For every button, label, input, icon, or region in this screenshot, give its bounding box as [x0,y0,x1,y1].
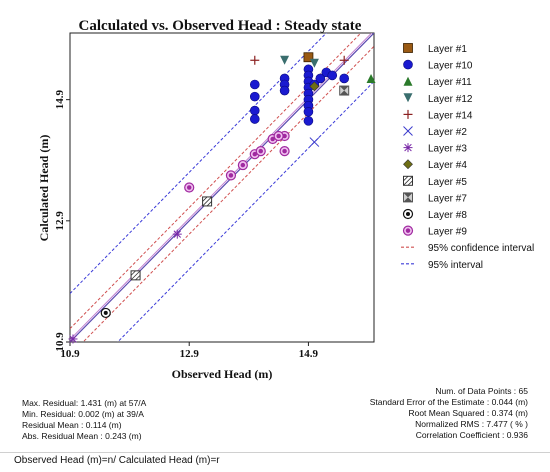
legend-label: Layer #8 [428,210,467,221]
legend-label: 95% confidence interval [428,243,534,254]
legend-label: 95% interval [428,260,483,271]
status-bar: Observed Head (m)=n/ Calculated Head (m)… [0,452,550,472]
data-point [100,307,111,319]
legend-item: Layer #7 [403,192,467,204]
data-point [68,334,78,344]
legend-item: Layer #9 [402,225,467,238]
legend-label: Layer #12 [428,94,473,105]
y-axis-label: Calculated Head (m) [37,135,51,242]
y-tick-label: 12.9 [54,211,66,231]
legend-item: Layer #5 [403,175,467,188]
data-point [280,55,290,65]
legend-item: Layer #14 [403,109,473,121]
legend: Layer #1 Layer #10 Layer #11 Layer #12 Layer… [401,43,534,271]
data-point [249,79,260,90]
stat-rms: Root Mean Squared : 0.374 (m) [408,408,528,418]
data-point [339,85,350,96]
status-readout: Observed Head (m)=n/ Calculated Head (m)… [14,455,220,466]
stat-max-residual: Max. Residual: 1.431 (m) at 57/A [22,398,147,408]
data-point [303,52,314,63]
legend-label: Layer #7 [428,193,467,204]
legend-item: Layer #3 [403,143,467,155]
data-point [315,73,326,84]
interval-upper-line [70,33,328,295]
stat-correlation: Correlation Coefficient : 0.936 [415,430,528,440]
legend-item: 95% interval [401,260,483,271]
data-point [279,85,290,96]
data-point [303,116,314,126]
stat-std-error: Standard Error of the Estimate : 0.044 (… [369,397,528,407]
data-point [309,81,320,92]
legend-label: Layer #3 [428,144,467,155]
legend-label: Layer #11 [428,77,472,88]
x-axis-label: Observed Head (m) [172,367,273,381]
stat-normalized-rms: Normalized RMS : 7.477 ( % ) [415,419,528,429]
legend-item: Layer #8 [402,208,467,221]
legend-label: Layer #5 [428,177,467,188]
data-point [255,146,266,157]
data-point [249,114,260,124]
data-point [249,105,260,116]
data-point [237,159,248,171]
data-point [249,91,260,102]
data-point [202,196,213,207]
legend-item: Layer #10 [403,59,473,72]
confidence-lower-line [82,45,374,342]
data-point [250,55,260,65]
one-to-one-line [70,33,374,342]
data-point [130,270,141,281]
stat-residual-mean: Residual Mean : 0.114 (m) [22,420,122,430]
data-point [279,146,290,157]
data-point [366,73,376,83]
legend-item: Layer #11 [403,76,472,88]
legend-label: Layer #14 [428,110,473,121]
data-point [172,229,182,239]
x-tick-label: 14.9 [299,348,319,360]
legend-label: Layer #10 [428,61,473,72]
legend-item: Layer #1 [403,43,467,55]
confidence-upper-line [70,33,362,330]
x-tick-label: 12.9 [180,348,200,360]
legend-label: Layer #9 [428,227,467,238]
legend-label: Layer #2 [428,127,467,138]
data-point [309,137,320,147]
legend-item: Layer #2 [403,126,467,138]
data-point [225,170,237,181]
legend-label: Layer #1 [428,44,467,55]
data-point [184,182,195,193]
data-point [339,55,349,65]
data-point [327,70,338,81]
data-point [339,73,349,84]
data-point [273,130,284,142]
legend-label: Layer #4 [428,160,467,171]
interval-lower-line [116,80,374,342]
x-tick-label: 10.9 [60,348,80,360]
legend-item: Layer #4 [403,159,467,171]
data-point [309,58,319,68]
fit-line [70,33,373,341]
stat-num-points: Num. of Data Points : 65 [435,386,528,396]
stat-min-residual: Min. Residual: 0.002 (m) at 39/A [22,409,144,419]
legend-item: Layer #12 [403,93,473,105]
chart-title: Calculated vs. Observed Head : Steady st… [79,18,362,34]
data-point [303,106,314,117]
legend-item: 95% confidence interval [401,243,534,254]
y-tick-label: 14.9 [54,90,66,110]
y-tick-label: 10.9 [54,332,66,352]
stat-abs-residual-mean: Abs. Residual Mean : 0.243 (m) [22,431,142,441]
